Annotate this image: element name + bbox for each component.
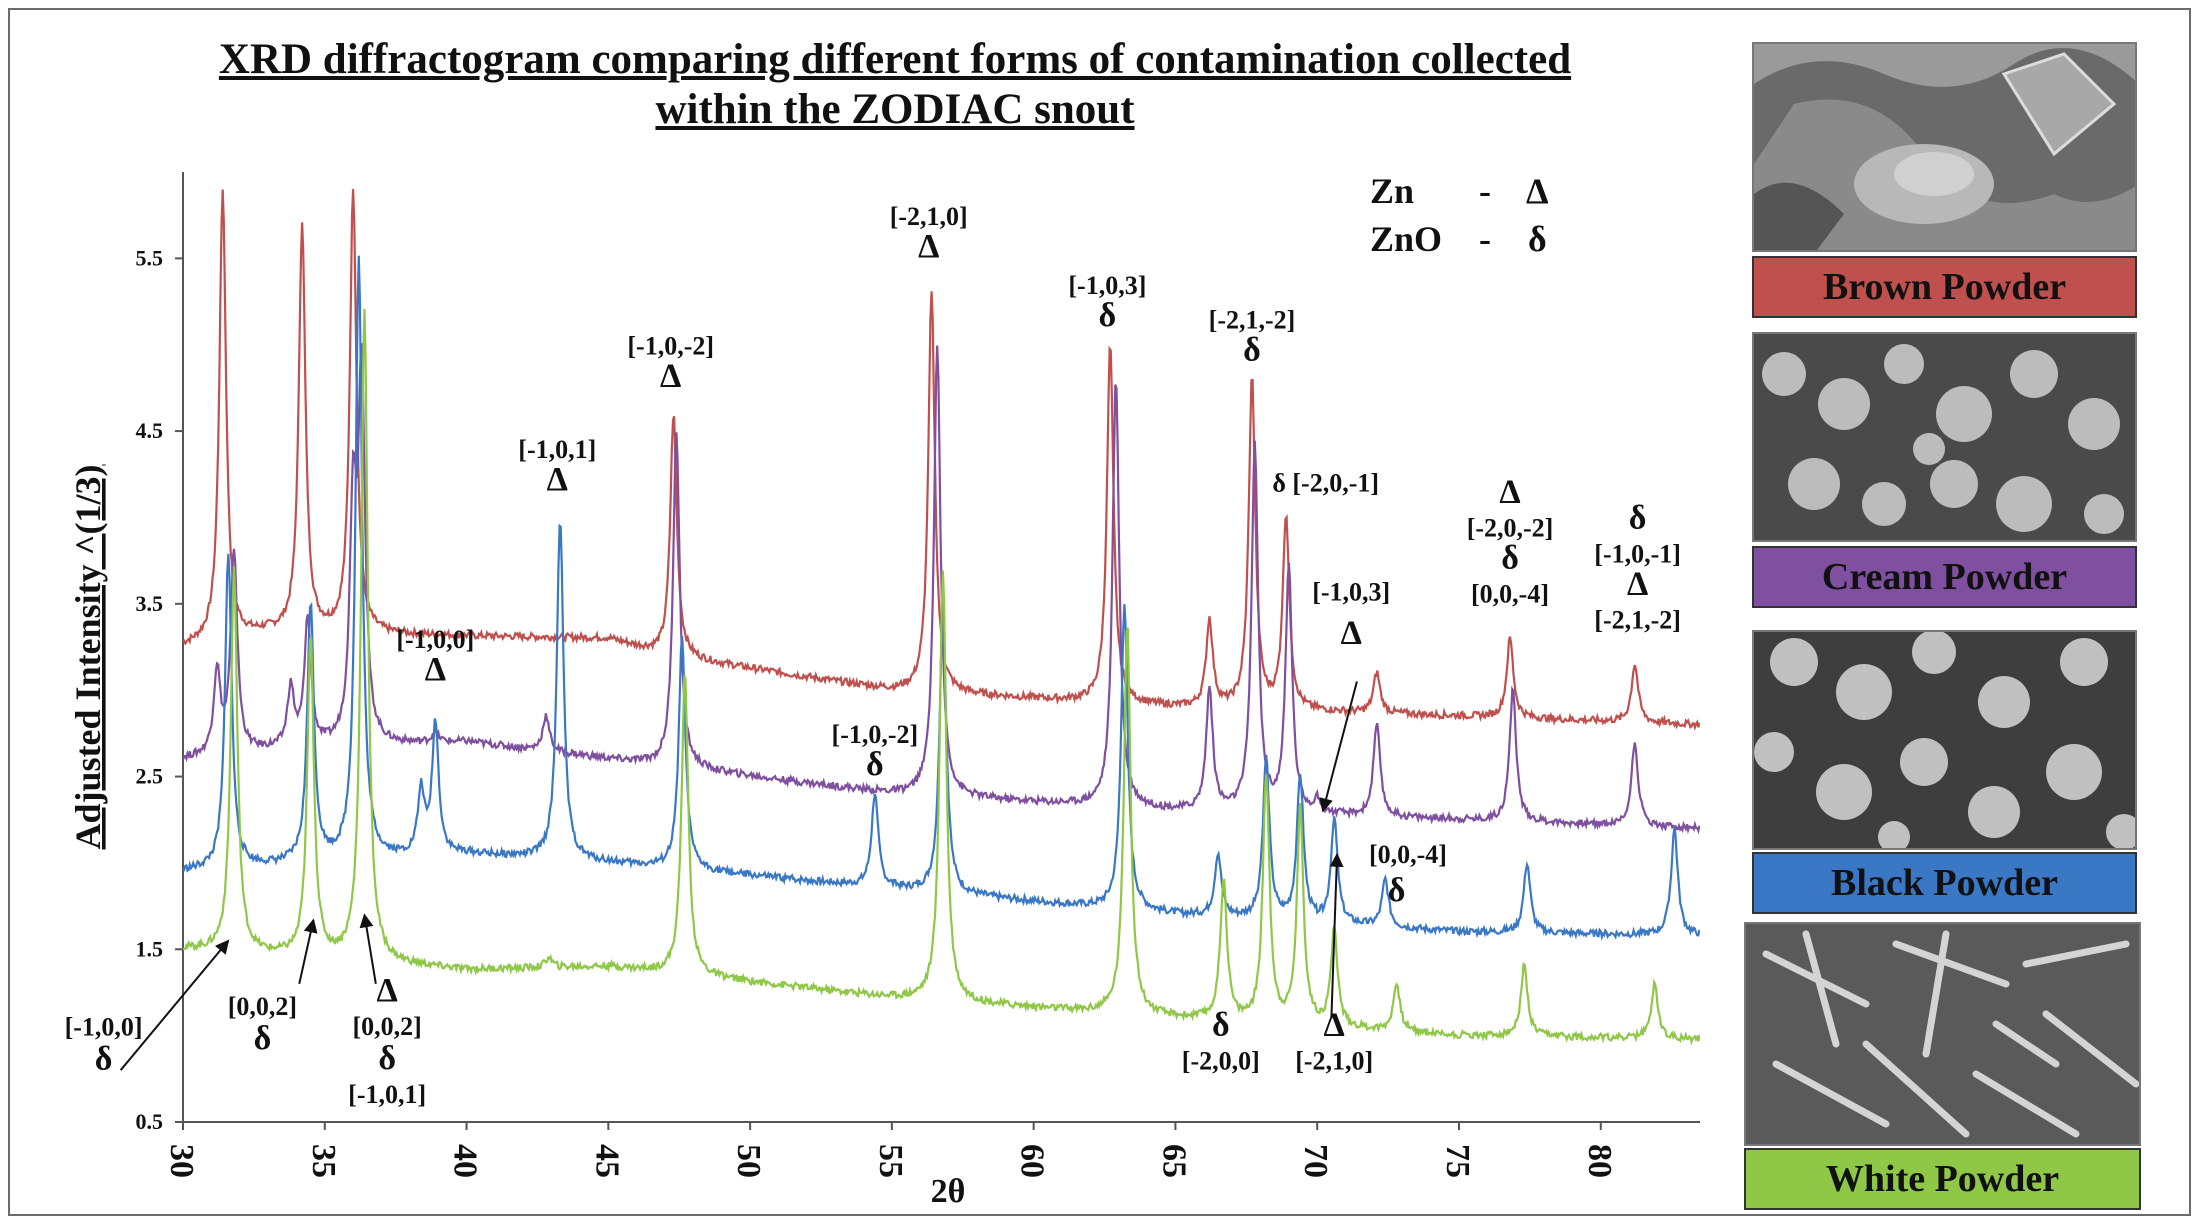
- peak-bottom-label: δ: [95, 1041, 113, 1078]
- annotation-arrow: [1329, 852, 1344, 1019]
- peak-bottom-label: [0,0,2]: [352, 1012, 421, 1041]
- brown-powder-label: Brown Powder: [1752, 256, 2137, 318]
- y-tick-label: 2.5: [136, 764, 164, 789]
- legend-zno-symbol: δ: [1528, 219, 1547, 259]
- sem-texture-white: [1746, 924, 2139, 1144]
- peak-annotation: Δ: [547, 461, 568, 498]
- peak-annotation: [-1,0,3]: [1068, 271, 1146, 300]
- peak-side-label: Δ: [1341, 615, 1362, 652]
- zn-zno-legend: Zn - Δ ZnO - δ: [1370, 170, 1549, 266]
- legend-row-zn: Zn - Δ: [1370, 170, 1549, 218]
- y-tick-label: 0.5: [136, 1109, 164, 1134]
- axes: 0.5 1.5 2.5 3.5 4.5 5.5 30 35 40 45 50 55 60 65 70 75 80…: [68, 172, 1700, 1210]
- x-tick-label: 55: [872, 1144, 909, 1178]
- peak-annotation: [-1,0,1]: [518, 435, 596, 464]
- legend-zn-name: Zn: [1370, 171, 1415, 211]
- white-powder-label: White Powder: [1744, 1148, 2141, 1210]
- annotation-arrow: [359, 913, 377, 984]
- peak-side-label: δ [-2,0,-1]: [1272, 469, 1379, 498]
- sem-image-black: [1752, 630, 2137, 850]
- peak-bottom-label: δ: [1212, 1007, 1230, 1044]
- chart-title-line-1: XRD diffractogram comparing different fo…: [218, 36, 1572, 83]
- y-tick-label: 5.5: [136, 245, 164, 270]
- peak-annotation: [-2,0,-2]: [1467, 513, 1554, 542]
- peak-side-label: δ: [1388, 872, 1406, 909]
- y-axis-label: Adjusted Intensity ^(1/3): [68, 465, 108, 850]
- figure-frame: [8, 8, 2191, 1216]
- sem-texture-brown: [1754, 44, 2135, 250]
- peak-annotation: [-1,0,0]: [396, 625, 474, 654]
- x-tick-label: 45: [588, 1144, 625, 1178]
- y-tick-label: 4.5: [136, 418, 164, 443]
- annotation-arrow: [119, 939, 230, 1071]
- annotation-arrow: [1319, 681, 1358, 813]
- peak-annotation: δ: [866, 746, 884, 783]
- sem-image-cream: [1752, 332, 2137, 542]
- sem-image-panel: Brown Powder Cream Powder Black Powder: [1744, 0, 2141, 1230]
- peak-annotation: Δ: [1499, 473, 1520, 510]
- sem-image-white: [1744, 922, 2141, 1146]
- peak-bottom-label: [-2,1,0]: [1295, 1047, 1373, 1076]
- peak-annotation: Δ: [425, 651, 446, 688]
- sem-texture-black: [1754, 632, 2135, 848]
- x-tick-label: 60: [1014, 1144, 1051, 1178]
- peak-annotation: [-2,1,-2]: [1209, 306, 1296, 335]
- peak-annotation: [-1,0,-2]: [627, 332, 714, 361]
- peak-annotation: δ: [1501, 539, 1519, 576]
- y-tick-label: 3.5: [136, 591, 164, 616]
- x-axis-label: 2θ: [931, 1173, 966, 1210]
- legend-zno-name: ZnO: [1370, 219, 1443, 259]
- legend-zn-symbol: Δ: [1526, 171, 1549, 211]
- annotations-layer: Δ[-1,0,0]Δ[-1,0,1]Δ[-1,0,-2]δ[-1,0,-2]Δ[…: [65, 202, 1681, 1109]
- series-layer: [183, 189, 1700, 1046]
- peak-annotation: [0,0,-4]: [1471, 579, 1549, 608]
- legend-zno-sep: -: [1479, 219, 1491, 259]
- black-powder-label: Black Powder: [1752, 852, 2137, 914]
- peak-bottom-label: Δ: [376, 972, 397, 1009]
- peak-side-label: [0,0,-4]: [1369, 840, 1447, 869]
- peak-annotation: Δ: [918, 228, 939, 265]
- x-tick-label: 70: [1297, 1144, 1334, 1178]
- peak-bottom-label: [-1,0,1]: [348, 1080, 426, 1109]
- x-tick-label: 40: [447, 1144, 484, 1178]
- peak-bottom-label: δ: [254, 1020, 272, 1057]
- cream-powder-label: Cream Powder: [1752, 546, 2137, 608]
- x-tick-label: 30: [163, 1144, 200, 1178]
- annotation-arrow: [298, 918, 318, 985]
- sem-texture-cream: [1754, 334, 2135, 540]
- x-tick-label: 35: [305, 1144, 342, 1178]
- x-tick-label: 80: [1581, 1144, 1618, 1178]
- x-tick-label: 65: [1155, 1144, 1192, 1178]
- chart-title-line-2: within the ZODIAC snout: [655, 86, 1135, 133]
- series-line-white-powder: [183, 308, 1700, 1046]
- peak-bottom-label: Δ: [1324, 1007, 1345, 1044]
- peak-bottom-label: δ: [378, 1040, 396, 1077]
- peak-annotation: [-1,0,-2]: [832, 720, 919, 749]
- peak-annotation: Δ: [1627, 565, 1648, 602]
- peak-bottom-label: [-2,0,0]: [1182, 1047, 1260, 1076]
- peak-annotation: δ: [1629, 499, 1647, 536]
- peak-annotation: [-1,0,-1]: [1594, 539, 1681, 568]
- peak-annotation: Δ: [660, 358, 681, 395]
- peak-annotation: [-2,1,0]: [890, 202, 968, 231]
- x-tick-label: 50: [730, 1144, 767, 1178]
- peak-annotation: δ: [1243, 332, 1261, 369]
- peak-bottom-label: [0,0,2]: [228, 992, 297, 1021]
- peak-annotation: [-2,1,-2]: [1594, 605, 1681, 634]
- x-tick-label: 75: [1439, 1144, 1476, 1178]
- legend-zn-sep: -: [1479, 171, 1491, 211]
- legend-row-zno: ZnO - δ: [1370, 218, 1549, 266]
- peak-side-label: [-1,0,3]: [1312, 577, 1390, 606]
- peak-annotation: δ: [1099, 297, 1117, 334]
- peak-bottom-label: [-1,0,0]: [65, 1013, 143, 1042]
- sem-image-brown: [1752, 42, 2137, 252]
- y-tick-label: 1.5: [136, 936, 164, 961]
